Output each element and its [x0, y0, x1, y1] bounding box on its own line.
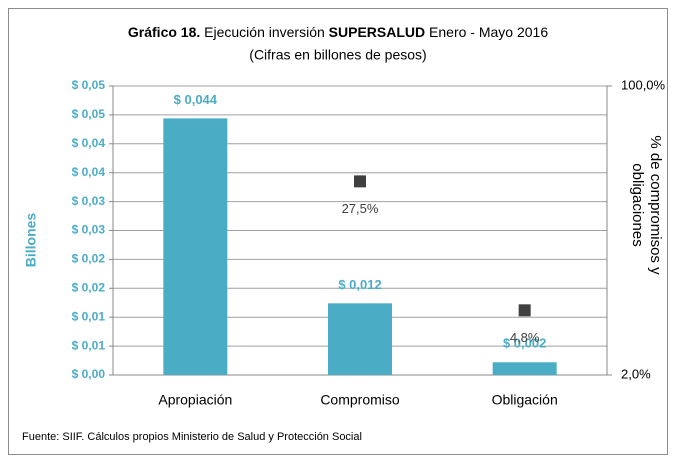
marker — [354, 175, 366, 188]
y-tick-label: $ 0,03 — [72, 223, 106, 237]
bar — [492, 362, 557, 375]
marker-label: 4,8% — [510, 330, 540, 345]
y-tick-label: $ 0,01 — [72, 338, 106, 352]
x-tick-label: Compromiso — [320, 392, 400, 408]
x-tick-label: Apropiación — [158, 392, 232, 408]
y-tick-label: $ 0,04 — [72, 136, 106, 150]
bar — [328, 303, 392, 375]
y-tick-label: $ 0,02 — [72, 252, 106, 266]
y2-axis-label: obligaciones — [629, 163, 646, 246]
marker-label: 27,5% — [342, 201, 379, 216]
chart-title: Gráfico 18. Ejecución inversión SUPERSAL… — [128, 24, 548, 40]
chart-subtitle: (Cifras en billones de pesos) — [249, 47, 426, 63]
y2-tick-label: 2,0% — [621, 366, 651, 381]
value-label: $ 0,044 — [174, 92, 218, 107]
chart-border — [8, 8, 668, 455]
source-note: Fuente: SIIF. Cálculos propios Ministeri… — [22, 431, 362, 443]
bar — [163, 118, 228, 376]
y-tick-label: $ 0,01 — [72, 309, 106, 323]
value-label: $ 0,012 — [338, 277, 381, 292]
y2-axis-label: % de compromisos y — [647, 135, 664, 275]
marker — [518, 304, 531, 317]
y-tick-label: $ 0,04 — [72, 165, 106, 179]
y-axis-label: Billones — [23, 213, 39, 268]
x-tick-label: Obligación — [492, 392, 558, 408]
y2-tick-label: 100,0% — [621, 77, 666, 92]
y-tick-label: $ 0,00 — [72, 367, 106, 381]
y-tick-label: $ 0,02 — [72, 280, 106, 294]
value-label: $ 0,002 — [503, 336, 546, 351]
y-tick-label: $ 0,03 — [72, 194, 106, 208]
y-tick-label: $ 0,05 — [72, 107, 106, 121]
y-tick-label: $ 0,05 — [72, 78, 106, 92]
